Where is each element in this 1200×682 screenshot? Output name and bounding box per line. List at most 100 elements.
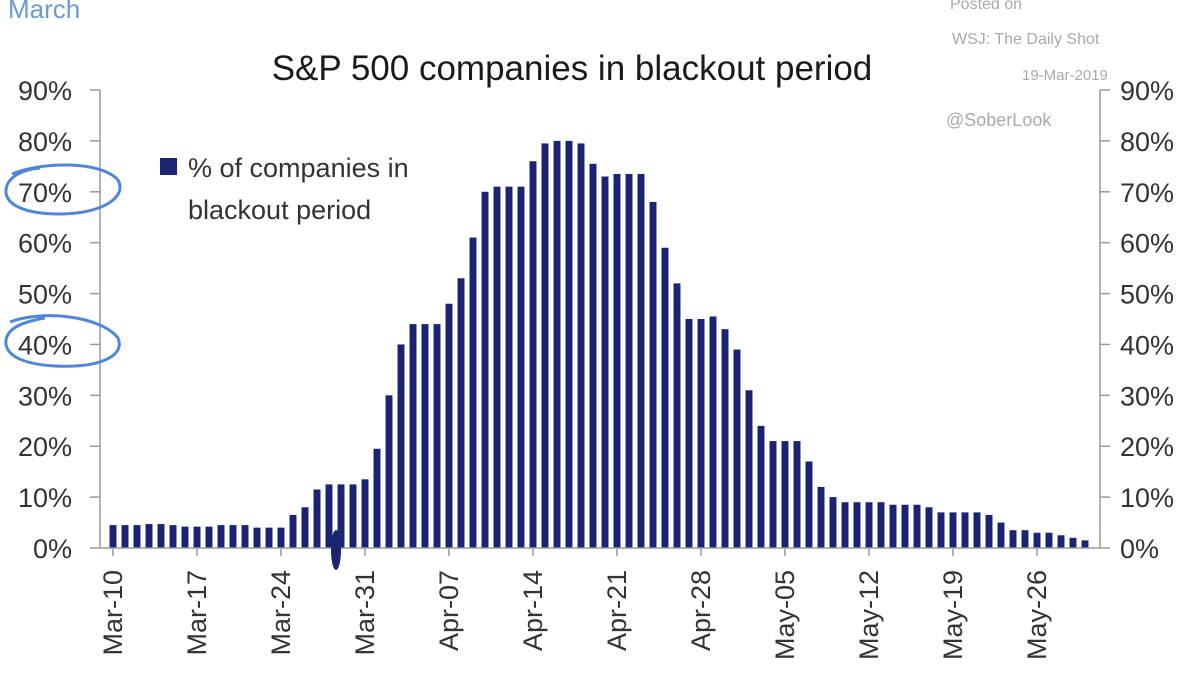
bar <box>877 502 885 548</box>
bar <box>925 507 933 548</box>
bar <box>733 349 741 548</box>
bar <box>553 140 561 548</box>
x-tick-label: Mar-24 <box>266 570 296 656</box>
left-y-tick-label: 70% <box>18 178 72 208</box>
bar <box>913 504 921 548</box>
bar <box>265 527 273 548</box>
bar <box>721 329 729 548</box>
bar <box>1057 535 1065 548</box>
bar <box>841 502 849 548</box>
pen-mark <box>331 530 341 570</box>
x-tick-label: Apr-14 <box>518 570 548 651</box>
bar <box>337 484 345 548</box>
bar <box>1069 537 1077 548</box>
bar <box>385 395 393 548</box>
x-tick-label: Mar-31 <box>350 570 380 656</box>
source-posted-on: Posted on <box>950 0 1022 13</box>
left-y-axis: 0% 10% 20% 30% 40% 50% 60% 70% 80% 90% <box>18 76 101 564</box>
chart-title: S&P 500 companies in blackout period <box>272 49 873 88</box>
bar <box>1045 532 1053 548</box>
bar <box>625 173 633 548</box>
bar <box>757 425 765 548</box>
bar <box>361 479 369 548</box>
annotation-circle-40 <box>4 314 121 368</box>
bar <box>289 514 297 548</box>
right-y-tick-label: 70% <box>1120 178 1174 208</box>
bar <box>865 502 873 548</box>
bar <box>277 527 285 548</box>
bar <box>433 324 441 548</box>
bar <box>1081 540 1089 548</box>
bar <box>421 324 429 548</box>
right-y-tick-label: 60% <box>1120 229 1174 259</box>
bar <box>253 527 261 548</box>
right-y-tick-label: 90% <box>1120 76 1174 106</box>
right-y-tick-label: 10% <box>1120 483 1174 513</box>
bar <box>637 173 645 548</box>
bar <box>949 512 957 548</box>
bar <box>997 522 1005 548</box>
bar <box>901 504 909 548</box>
x-tick-label: Apr-07 <box>434 570 464 651</box>
bar <box>661 247 669 548</box>
bar <box>505 186 513 548</box>
left-y-tick-label: 60% <box>18 229 72 259</box>
bar <box>769 441 777 548</box>
bar <box>565 140 573 548</box>
bar <box>745 390 753 548</box>
right-y-axis: 0% 10% 20% 30% 40% 50% 60% 70% 80% 90% <box>1099 76 1174 564</box>
bar <box>325 484 333 548</box>
right-y-tick-label: 0% <box>1120 534 1159 564</box>
bar <box>817 486 825 548</box>
bar <box>193 526 201 548</box>
left-y-tick-label: 0% <box>33 534 72 564</box>
bar <box>1021 530 1029 548</box>
bar <box>793 441 801 548</box>
legend-label-line-2: blackout period <box>188 195 371 225</box>
left-y-tick-label: 30% <box>18 381 72 411</box>
bar <box>529 161 537 549</box>
bar <box>517 186 525 548</box>
left-y-tick-label: 50% <box>18 280 72 310</box>
bars-group <box>109 140 1089 549</box>
bar <box>601 176 609 548</box>
bar <box>493 186 501 548</box>
bar <box>109 525 117 548</box>
bar <box>613 173 621 548</box>
bar <box>373 448 381 548</box>
source-name: WSJ: The Daily Shot <box>952 31 1100 48</box>
bar <box>541 143 549 548</box>
bar <box>961 512 969 548</box>
bar <box>217 525 225 548</box>
x-tick-label: Mar-10 <box>98 570 128 656</box>
bar <box>781 441 789 548</box>
source-date: 19-Mar-2019 <box>1022 67 1108 84</box>
right-y-tick-label: 30% <box>1120 381 1174 411</box>
bar <box>937 512 945 548</box>
bar <box>157 524 165 548</box>
left-y-tick-label: 10% <box>18 483 72 513</box>
right-y-tick-label: 80% <box>1120 127 1174 157</box>
bar <box>1009 530 1017 548</box>
bar <box>121 525 129 548</box>
bar <box>985 514 993 548</box>
bar <box>481 191 489 548</box>
left-y-tick-label: 40% <box>18 330 72 360</box>
bar <box>409 324 417 548</box>
x-tick-label: Mar-17 <box>182 570 212 656</box>
bar <box>673 283 681 548</box>
handle-watermark: @SoberLook <box>946 110 1052 130</box>
left-y-tick-label: 90% <box>18 76 72 106</box>
x-tick-label: May-05 <box>770 570 800 660</box>
march-tag: March <box>8 0 80 24</box>
bar <box>349 484 357 548</box>
right-y-tick-label: 50% <box>1120 280 1174 310</box>
x-tick-label: Apr-28 <box>686 570 716 651</box>
right-y-tick-label: 20% <box>1120 432 1174 462</box>
x-tick-label: Apr-21 <box>602 570 632 651</box>
legend-label-line-1: % of companies in <box>188 153 409 183</box>
bar <box>145 524 153 548</box>
bar <box>169 525 177 548</box>
bar <box>973 512 981 548</box>
